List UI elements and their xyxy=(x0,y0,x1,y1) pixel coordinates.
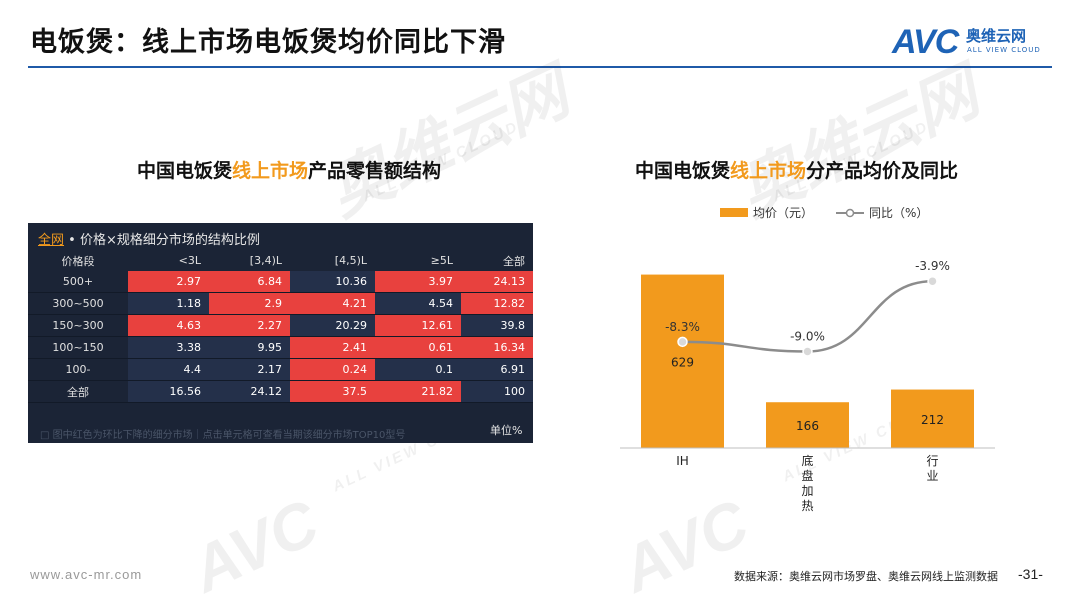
table-cell[interactable]: 4.21 xyxy=(290,292,375,315)
table-row: 150~300 4.63 2.27 20.29 12.61 39.8 xyxy=(28,314,533,337)
logo-chinese-name: 奥维云网 xyxy=(966,27,1027,45)
bar xyxy=(891,389,974,448)
data-source: 数据来源：奥维云网市场罗盘、奥维云网线上监测数据 xyxy=(734,570,998,583)
column-header: <3L xyxy=(178,254,201,267)
row-label: 500+ xyxy=(28,271,128,293)
table-cell[interactable]: 16.34 xyxy=(461,336,533,359)
right-title-part: 中国电饭煲 xyxy=(635,160,731,182)
table-row: 300~500 1.18 2.9 4.21 4.54 12.82 xyxy=(28,292,533,315)
left-section-title: 中国电饭煲线上市场产品零售额结构 xyxy=(137,156,441,183)
row-label: 300~500 xyxy=(28,292,128,315)
table-cell[interactable]: 6.91 xyxy=(461,358,533,381)
table-cell[interactable]: 3.97 xyxy=(375,271,461,293)
table-panel-header: 全网 • 价格×规格细分市场的结构比例 xyxy=(38,229,260,248)
table-cell[interactable]: 0.61 xyxy=(375,336,461,359)
table-cell[interactable]: 20.29 xyxy=(290,314,375,337)
table-cell[interactable]: 6.84 xyxy=(209,271,290,293)
structure-table: 价格段 <3L [3,4)L [4,5)L ≥5L 全部 500+ 2.97 6.84 10.3… xyxy=(28,250,533,403)
price-yoy-chart: 均价（元） 同比（%） 629 166 212 -8.3% -9.0% -3.9% IH 底盘加热… xyxy=(620,206,995,513)
page-title: 电饭煲：线上市场电饭煲均价同比下滑 xyxy=(30,27,506,58)
logo-mark: AVC xyxy=(892,23,959,61)
table-row: 全部 16.56 24.12 37.5 21.82 100 xyxy=(28,380,533,403)
column-header: 全部 xyxy=(503,254,525,268)
watermark-logo: AVC xyxy=(180,485,330,607)
table-cell[interactable]: 0.24 xyxy=(290,358,375,381)
row-label: 100- xyxy=(28,358,128,381)
legend-swatch-bar xyxy=(720,208,748,217)
column-header: [3,4)L xyxy=(249,254,282,267)
page-number: -31- xyxy=(1018,566,1043,582)
left-title-highlight: 线上市场 xyxy=(232,160,309,182)
structure-table-panel: 全网 • 价格×规格细分市场的结构比例 价格段 <3L [3,4)L [4,5)L ≥5… xyxy=(28,223,533,443)
table-cell[interactable]: 2.97 xyxy=(128,271,209,293)
table-cell[interactable]: 2.17 xyxy=(209,358,290,381)
table-unit: 单位% xyxy=(490,424,523,437)
watermark-logo: 奥维云网 xyxy=(316,55,579,229)
bar-value-label: 629 xyxy=(671,355,694,369)
table-cell[interactable]: 2.41 xyxy=(290,336,375,359)
table-cell[interactable]: 21.82 xyxy=(375,380,461,403)
left-title-part: 产品零售额结构 xyxy=(308,160,442,182)
bar-value-label: 212 xyxy=(921,413,944,427)
table-cell[interactable]: 24.13 xyxy=(461,271,533,293)
table-panel-caption: • 价格×规格细分市场的结构比例 xyxy=(68,233,260,248)
column-header-price-band: 价格段 xyxy=(61,254,95,268)
legend-label-bar: 均价（元） xyxy=(753,206,813,220)
left-title-part: 中国电饭煲 xyxy=(137,160,233,182)
yoy-value-label: -8.3% xyxy=(665,320,700,334)
brand-logo: AVC 奥维云网 ALL VIEW CLOUD xyxy=(892,22,1062,62)
table-cell[interactable]: 16.56 xyxy=(128,380,209,403)
table-header-row: 价格段 <3L [3,4)L [4,5)L ≥5L 全部 xyxy=(28,250,533,271)
column-header: ≥5L xyxy=(430,254,453,267)
yoy-value-label: -3.9% xyxy=(915,259,950,273)
bar xyxy=(766,402,849,448)
table-cell[interactable]: 2.27 xyxy=(209,314,290,337)
title-divider xyxy=(28,66,1052,68)
logo-english-name: ALL VIEW CLOUD xyxy=(967,46,1041,54)
table-cell[interactable]: 2.9 xyxy=(209,292,290,315)
table-cell[interactable]: 12.61 xyxy=(375,314,461,337)
table-row: 100- 4.4 2.17 0.24 0.1 6.91 xyxy=(28,358,533,381)
table-cell[interactable]: 37.5 xyxy=(290,380,375,403)
category-label: IH xyxy=(676,454,689,468)
table-cell[interactable]: 100 xyxy=(461,380,533,403)
table-row: 100~150 3.38 9.95 2.41 0.61 16.34 xyxy=(28,336,533,359)
channel-link[interactable]: 全网 xyxy=(38,233,65,248)
table-cell[interactable]: 39.8 xyxy=(461,314,533,337)
table-cell[interactable]: 10.36 xyxy=(290,271,375,293)
yoy-point xyxy=(677,336,688,348)
legend-label-line: 同比（%） xyxy=(869,206,928,220)
bar xyxy=(641,274,724,448)
table-cell[interactable]: 4.63 xyxy=(128,314,209,337)
column-header: [4,5)L xyxy=(334,254,367,267)
table-cell[interactable]: 24.12 xyxy=(209,380,290,403)
table-cell[interactable]: 12.82 xyxy=(461,292,533,315)
table-cell[interactable]: 3.38 xyxy=(128,336,209,359)
yoy-point xyxy=(927,275,938,287)
yoy-value-label: -9.0% xyxy=(790,330,825,344)
table-note: □ 图中红色为环比下降的细分市场｜点击单元格可查看当期该细分市场TOP10型号 xyxy=(40,430,406,441)
category-label: 底盘加热 xyxy=(801,453,813,513)
table-cell[interactable]: 4.4 xyxy=(128,358,209,381)
footer-url: www.avc-mr.com xyxy=(30,567,143,582)
right-title-highlight: 线上市场 xyxy=(730,160,807,182)
bar-value-label: 166 xyxy=(796,419,819,433)
right-title-part: 分产品均价及同比 xyxy=(806,160,959,182)
table-cell[interactable]: 0.1 xyxy=(375,358,461,381)
table-row: 500+ 2.97 6.84 10.36 3.97 24.13 xyxy=(28,271,533,293)
row-label: 150~300 xyxy=(28,314,128,337)
row-label: 全部 xyxy=(28,380,128,403)
row-label: 100~150 xyxy=(28,336,128,359)
right-section-title: 中国电饭煲线上市场分产品均价及同比 xyxy=(635,156,958,183)
table-note-text: 图中红色为环比下降的细分市场｜点击单元格可查看当期该细分市场TOP10型号 xyxy=(52,430,406,441)
table-cell[interactable]: 1.18 xyxy=(128,292,209,315)
category-label: 行业 xyxy=(926,454,938,483)
table-cell[interactable]: 9.95 xyxy=(209,336,290,359)
yoy-point xyxy=(802,346,813,357)
table-cell[interactable]: 4.54 xyxy=(375,292,461,315)
legend-marker-line xyxy=(845,208,855,218)
